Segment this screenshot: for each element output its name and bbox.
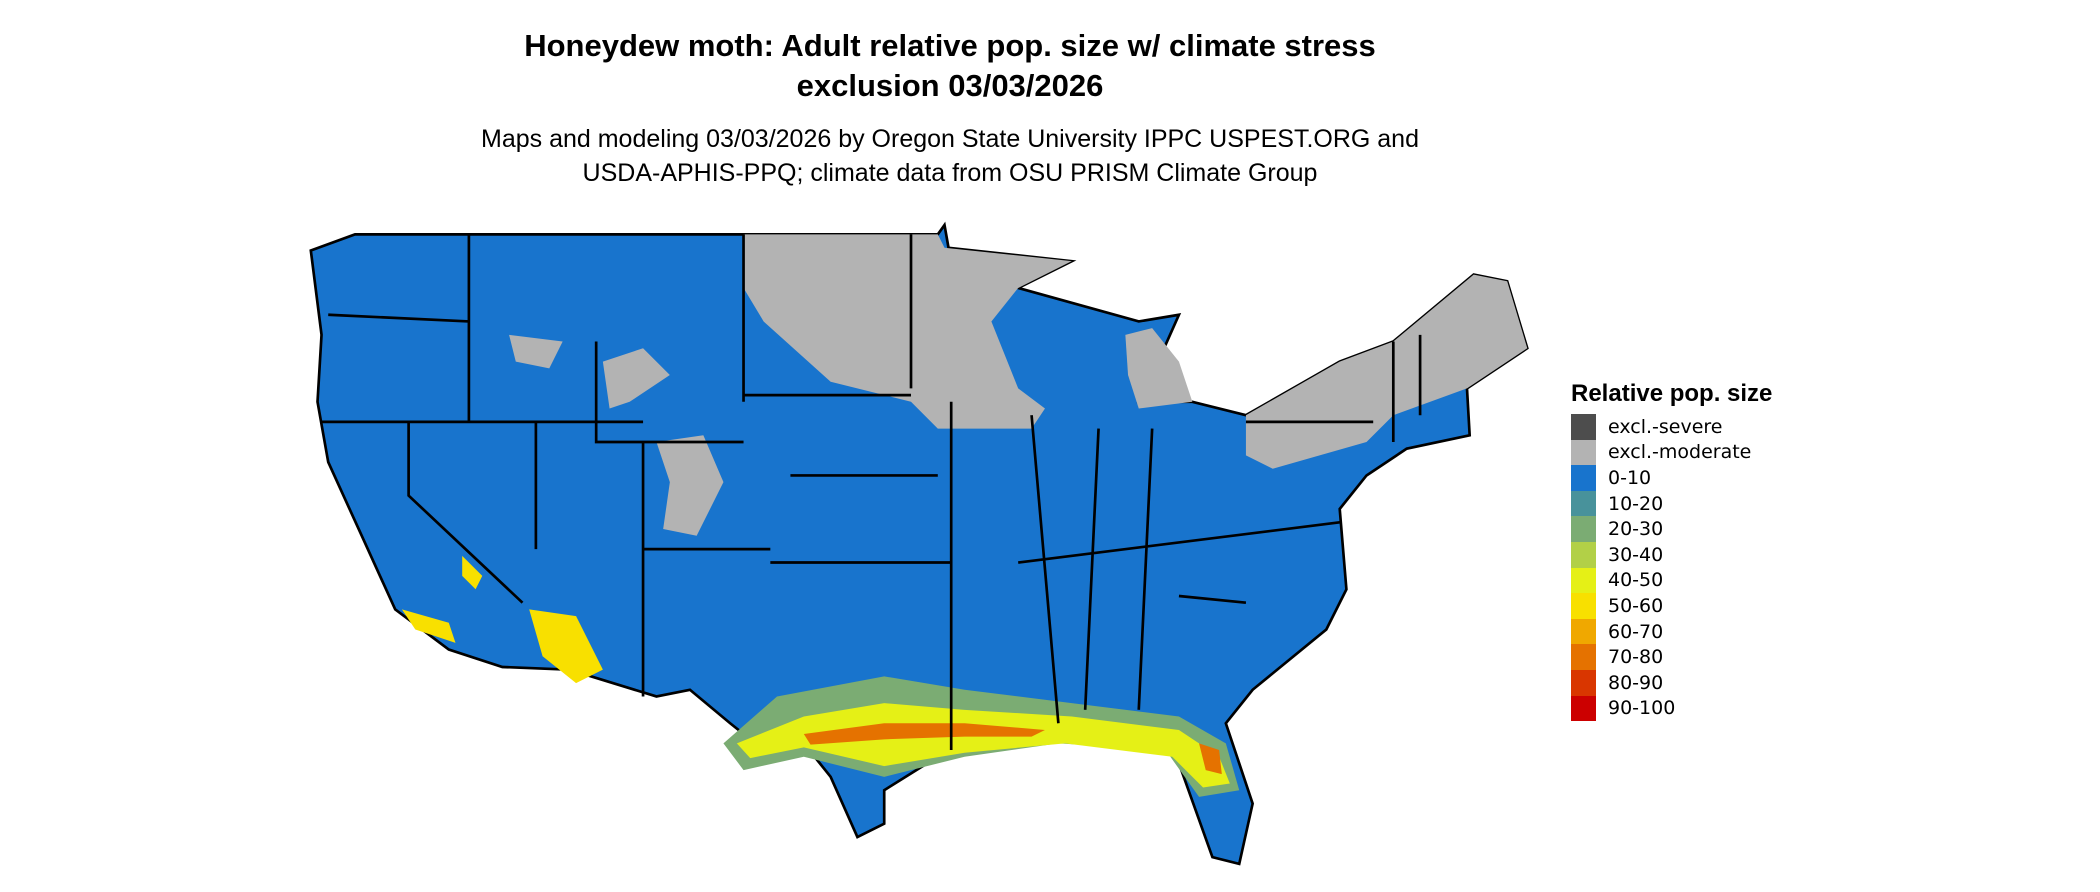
- legend-item: 10-20: [1571, 490, 1772, 517]
- legend-label: excl.-severe: [1608, 415, 1723, 438]
- legend-swatch: [1571, 439, 1596, 466]
- excl-moderate-rockies: [509, 334, 724, 536]
- legend-label: 40-50: [1608, 569, 1664, 592]
- gulf-band-40-60: [736, 703, 1230, 788]
- state-borders: [321, 234, 1422, 751]
- excl-moderate-northeast: [1245, 274, 1528, 469]
- subtitle-line-2: USDA-APHIS-PPQ; climate data from OSU PR…: [582, 159, 1318, 187]
- legend-item: 30-40: [1571, 541, 1772, 568]
- legend-label: 70-80: [1608, 646, 1664, 669]
- legend-item: 60-70: [1571, 618, 1772, 645]
- chart-subtitle: Maps and modeling 03/03/2026 by Oregon S…: [0, 122, 1900, 190]
- legend-item: 90-100: [1571, 695, 1772, 722]
- legend-item: excl.-severe: [1571, 414, 1772, 440]
- legend-label: 80-90: [1608, 671, 1664, 694]
- title-line-1: Honeydew moth: Adult relative pop. size …: [524, 28, 1376, 63]
- legend-item: excl.-moderate: [1571, 439, 1772, 466]
- legend-title: Relative pop. size: [1571, 380, 1773, 407]
- legend-item: 80-90: [1571, 669, 1772, 696]
- subtitle-line-1: Maps and modeling 03/03/2026 by Oregon S…: [481, 125, 1419, 153]
- legend-swatch: [1571, 618, 1596, 645]
- legend-label: excl.-moderate: [1608, 441, 1752, 464]
- excl-moderate-michigan: [1125, 328, 1193, 409]
- legend-item: 70-80: [1571, 644, 1772, 670]
- legend: Relative pop. size excl.-severe excl.-mod…: [1571, 380, 1773, 722]
- legend-swatch: [1571, 490, 1596, 517]
- southwest-hotspots: [401, 555, 603, 684]
- legend-item: 50-60: [1571, 593, 1772, 619]
- legend-label: 50-60: [1608, 594, 1664, 617]
- legend-swatch: [1571, 567, 1596, 594]
- legend-swatch: [1571, 644, 1596, 670]
- legend-swatch: [1571, 516, 1596, 542]
- legend-swatch: [1571, 465, 1596, 491]
- legend-label: 10-20: [1608, 492, 1664, 515]
- legend-label: 60-70: [1608, 620, 1664, 643]
- legend-label: 90-100: [1608, 697, 1676, 720]
- legend-swatch: [1571, 414, 1596, 440]
- legend-item: 20-30: [1571, 516, 1772, 542]
- title-line-2: exclusion 03/03/2026: [796, 68, 1104, 103]
- excl-moderate-north-central: [743, 234, 1072, 429]
- legend-swatch: [1571, 541, 1596, 568]
- legend-label: 0-10: [1608, 466, 1652, 489]
- legend-swatch: [1571, 593, 1596, 619]
- chart-title: Honeydew moth: Adult relative pop. size …: [0, 26, 1900, 106]
- legend-swatch: [1571, 695, 1596, 722]
- gulf-band-60-90: [803, 723, 1222, 775]
- legend-swatch: [1571, 669, 1596, 696]
- legend-label: 30-40: [1608, 543, 1664, 566]
- legend-label: 20-30: [1608, 518, 1664, 541]
- legend-item: 0-10: [1571, 465, 1772, 491]
- legend-item: 40-50: [1571, 567, 1772, 594]
